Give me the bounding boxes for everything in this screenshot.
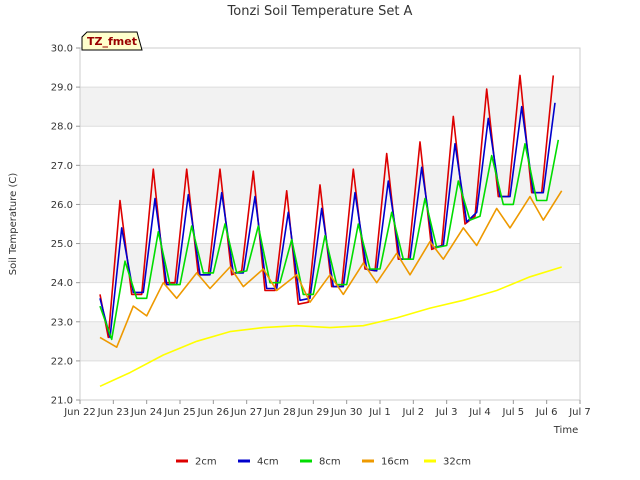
x-tick-label: Jun 27 bbox=[230, 407, 263, 418]
legend-label-8cm: 8cm bbox=[319, 457, 341, 468]
series-line-8cm bbox=[99, 139, 560, 341]
x-tick-label: Jun 23 bbox=[97, 407, 130, 418]
x-axis-title: Time bbox=[553, 425, 578, 436]
legend-label-4cm: 4cm bbox=[257, 457, 279, 468]
x-tick-label: Jun 30 bbox=[330, 407, 363, 418]
x-tick-label: Jun 26 bbox=[197, 407, 230, 418]
legend-label-32cm: 32cm bbox=[443, 457, 471, 468]
plot-background-bands bbox=[80, 48, 580, 400]
y-tick-label: 29.0 bbox=[51, 83, 73, 94]
plot-band bbox=[80, 204, 580, 244]
legend-label-16cm: 16cm bbox=[381, 457, 409, 468]
x-axis-tick-labels: Jun 22 Jun 23 Jun 24 Jun 25 Jun 26 Jun 27 Jun … bbox=[63, 400, 591, 418]
x-tick-label: Jun 22 bbox=[63, 407, 96, 418]
x-tick-label: Jun 24 bbox=[130, 407, 163, 418]
y-tick-label: 24.0 bbox=[51, 278, 73, 289]
y-tick-label: 21.0 bbox=[51, 396, 73, 407]
x-tick-label: Jun 29 bbox=[297, 407, 330, 418]
plot-band bbox=[80, 87, 580, 127]
y-axis-tick-labels: 21.0 22.0 23.0 24.0 25.0 26.0 27.0 28.0 29.0 30.0 bbox=[51, 44, 80, 407]
y-tick-label: 28.0 bbox=[51, 122, 73, 133]
plot-band bbox=[80, 126, 580, 166]
series-lines bbox=[99, 74, 563, 388]
series-line-16cm bbox=[99, 190, 563, 349]
series-line-32cm bbox=[99, 266, 562, 388]
y-tick-label: 22.0 bbox=[51, 356, 73, 367]
site-label-text: TZ_fmet bbox=[87, 35, 137, 48]
x-tick-label: Jul 1 bbox=[368, 407, 391, 418]
plot-area-frame bbox=[79, 47, 581, 401]
plot-band bbox=[80, 360, 580, 400]
x-tick-label: Jul 2 bbox=[402, 407, 425, 418]
x-tick-label: Jul 7 bbox=[568, 407, 591, 418]
y-tick-label: 26.0 bbox=[51, 200, 73, 211]
y-tick-label: 30.0 bbox=[51, 44, 73, 55]
legend-label-2cm: 2cm bbox=[195, 457, 217, 468]
site-label-badge-shape bbox=[81, 31, 143, 51]
plot-band bbox=[80, 282, 580, 322]
y-tick-label: 23.0 bbox=[51, 317, 73, 328]
chart-legend: 2cm 4cm 8cm 16cm 32cm bbox=[176, 457, 471, 468]
y-tick-label: 25.0 bbox=[51, 239, 73, 250]
x-tick-label: Jul 5 bbox=[502, 407, 525, 418]
x-tick-label: Jun 28 bbox=[263, 407, 296, 418]
x-tick-label: Jun 25 bbox=[163, 407, 196, 418]
chart-title: Tonzi Soil Temperature Set A bbox=[227, 4, 413, 19]
x-tick-label: Jul 4 bbox=[468, 407, 491, 418]
y-axis-title: Soil Temperature (C) bbox=[8, 173, 19, 276]
y-tick-label: 27.0 bbox=[51, 161, 73, 172]
x-tick-label: Jul 6 bbox=[535, 407, 558, 418]
x-tick-label: Jul 3 bbox=[435, 407, 458, 418]
plot-band bbox=[80, 48, 580, 88]
site-label-badge: TZ_fmet bbox=[81, 31, 143, 51]
